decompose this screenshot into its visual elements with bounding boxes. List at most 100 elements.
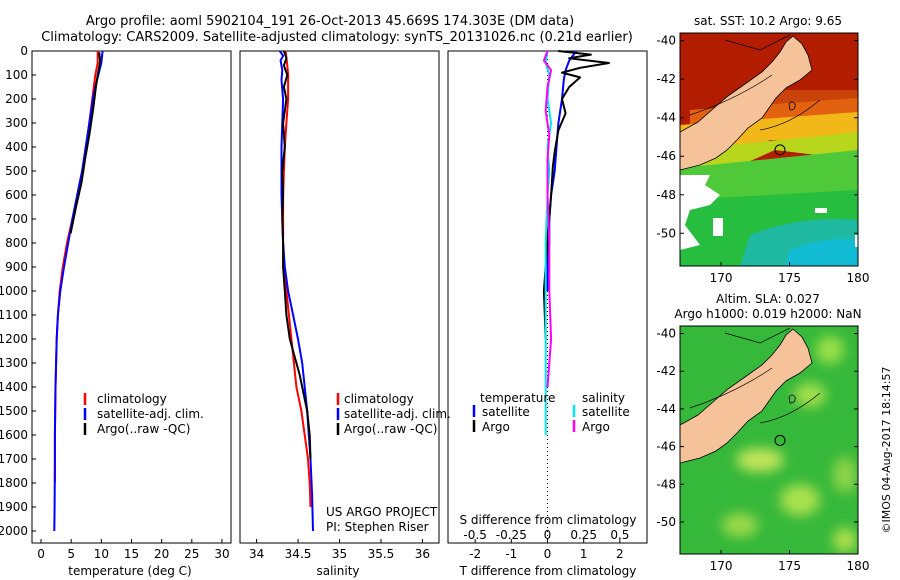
map-x-tick-label: 170	[710, 559, 733, 573]
s-diff-label: S difference from climatology	[460, 513, 637, 527]
depth-tick-label: 1400	[0, 380, 28, 394]
differences-x-tick-label: 0	[544, 547, 552, 561]
depth-tick-label: 200	[5, 92, 28, 106]
depth-tick-label: 2000	[0, 524, 28, 538]
sla-y-ticks: -40 -42 -44 -46 -48 -50	[656, 327, 858, 529]
depth-tick-label: 1700	[0, 452, 28, 466]
sst-missing-data-patch	[855, 235, 858, 247]
map-y-tick-label: -42	[656, 72, 676, 86]
differences-x-tick-label: 1	[580, 547, 588, 561]
differences-x-tick-label: -2	[469, 547, 481, 561]
sla-high-patch	[736, 448, 784, 472]
temperature-series	[53, 50, 104, 532]
legend-label-temp-satellite: satellite	[482, 405, 530, 419]
depth-tick-label: 1200	[0, 332, 28, 346]
series-line-temperature-argo	[542, 50, 610, 340]
sla-high-patch	[722, 513, 758, 537]
map-y-tick-label: -40	[656, 34, 676, 48]
depth-tick-label: 1500	[0, 404, 28, 418]
map-y-tick-label: -48	[656, 477, 676, 491]
s-diff-tick-label: 0.25	[570, 528, 597, 542]
s-diff-tick-label: -0.25	[496, 528, 527, 542]
temperature-x-tick-label: 30	[214, 547, 229, 561]
differences-x-ticks: -2 -1 0 1 2	[469, 539, 624, 561]
argo-float-marker	[774, 144, 786, 156]
map-y-tick-label: -44	[656, 111, 676, 125]
differences-x-tick-label: -1	[505, 547, 517, 561]
sla-map-title: Altim. SLA: 0.027	[716, 292, 820, 306]
differences-legend: temperature satellite Argo salinity sate…	[472, 391, 630, 434]
sla-x-ticks: 170 175 180	[710, 550, 870, 573]
title-line-2: Climatology: CARS2009. Satellite-adjuste…	[41, 30, 633, 45]
legend-label-sal-satellite: satellite	[582, 405, 630, 419]
map-y-tick-label: -46	[656, 440, 676, 454]
imos-credit: ©IMOS 04-Aug-2017 18:14:57	[880, 367, 893, 534]
sst-map-panel: sat. SST: 10.2 Argo: 9.65 -40-4	[656, 14, 869, 285]
legend-label-satellite: satellite-adj. clim.	[344, 407, 451, 421]
differences-panel: -2 -1 0 1 2 S difference from climatology -0…	[447, 50, 648, 578]
map-x-tick-label: 180	[847, 271, 870, 285]
differences-x-tick-label: 2	[616, 547, 624, 561]
salinity-series	[278, 50, 314, 532]
s-diff-tick-label: 0.5	[610, 528, 629, 542]
map-y-tick-label: -50	[656, 226, 676, 240]
series-line-argo-raw-qc	[281, 50, 312, 460]
sla-high-patch	[833, 457, 857, 493]
map-x-tick-label: 180	[847, 559, 870, 573]
legend-title-salinity: salinity	[582, 391, 625, 405]
legend-label-climatology: climatology	[344, 392, 414, 406]
salinity-x-tick-label: 36	[415, 547, 430, 561]
sst-coldest-band	[785, 238, 858, 266]
legend-label-sal-argo: Argo	[582, 420, 610, 434]
sst-field	[680, 33, 858, 266]
new-zealand-land	[680, 35, 813, 171]
temperature-x-label: temperature (deg C)	[68, 564, 191, 578]
map-y-tick-label: -46	[656, 149, 676, 163]
map-y-tick-label: -42	[656, 364, 676, 378]
map-x-tick-label: 175	[778, 271, 801, 285]
depth-tick-label: 1900	[0, 500, 28, 514]
sla-map-panel: Altim. SLA: 0.027 Argo h1000: 0.019 h200…	[656, 292, 869, 573]
temperature-x-tick-label: 15	[124, 547, 139, 561]
legend-label-argo: Argo(..raw -QC)	[97, 422, 190, 436]
legend-title-temperature: temperature	[480, 391, 555, 405]
salinity-x-tick-label: 34	[249, 547, 264, 561]
depth-tick-label: 900	[5, 260, 28, 274]
map-y-tick-label: -44	[656, 402, 676, 416]
s-diff-tick-label: 0	[544, 528, 552, 542]
map-y-tick-label: -50	[656, 515, 676, 529]
bathymetry-contour	[689, 327, 821, 424]
bathymetry-contour	[689, 34, 821, 131]
salinity-x-tick-label: 35.5	[368, 547, 395, 561]
argo-float-marker	[774, 434, 786, 446]
sst-missing-data-patch	[815, 208, 827, 213]
salinity-plot-frame	[239, 50, 440, 544]
sst-missing-data	[680, 175, 720, 250]
depth-tick-label: 100	[5, 68, 28, 82]
t-diff-label: T difference from climatology	[459, 564, 637, 578]
sla-high-patch	[794, 383, 826, 407]
depth-tick-label: 0	[20, 44, 28, 58]
sst-x-ticks: 170 175 180	[710, 262, 870, 285]
depth-tick-label: 1600	[0, 428, 28, 442]
salinity-legend: climatology satellite-adj. clim. Argo(..…	[336, 392, 451, 436]
new-zealand-land	[680, 328, 813, 464]
sst-map-title: sat. SST: 10.2 Argo: 9.65	[694, 14, 842, 28]
legend-label-temp-argo: Argo	[482, 420, 510, 434]
depth-tick-label: 400	[5, 140, 28, 154]
depth-tick-label: 600	[5, 188, 28, 202]
s-diff-tick-label: -0.5	[463, 528, 486, 542]
depth-tick-label: 300	[5, 116, 28, 130]
island-outline	[788, 101, 796, 111]
depth-tick-label: 1800	[0, 476, 28, 490]
temperature-x-tick-label: 10	[94, 547, 109, 561]
sla-anomaly-patches	[722, 336, 857, 552]
legend-label-satellite: satellite-adj. clim.	[97, 407, 204, 421]
island-outline	[788, 394, 796, 404]
depth-tick-label: 1000	[0, 284, 28, 298]
salinity-panel: 34 34.5 35 35.5 36 salinity climatology sate…	[239, 50, 451, 578]
temperature-panel: 0 5 10 15 20 25 30 temperature (deg C) climato…	[31, 50, 232, 578]
depth-tick-label: 1100	[0, 308, 28, 322]
sst-map-frame	[679, 32, 859, 267]
